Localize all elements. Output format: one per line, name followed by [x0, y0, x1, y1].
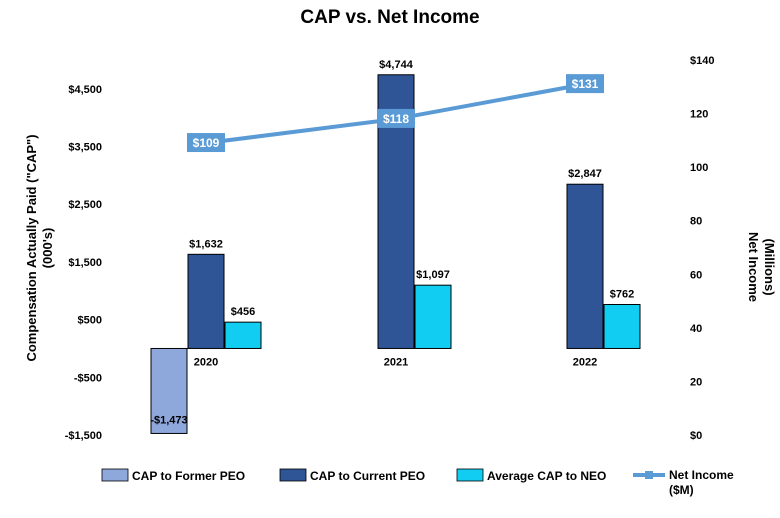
- left-axis-tick-label: -$1,500: [65, 430, 102, 442]
- legend-item-average-neo-swatch: [456, 468, 484, 482]
- net-income-marker: [566, 74, 604, 94]
- right-axis-tick-label: 40: [690, 323, 702, 335]
- right-axis-tick-label: 120: [690, 109, 708, 121]
- legend-item-current-peo-swatch: [279, 468, 307, 482]
- bar-data-label: $2,847: [568, 168, 602, 180]
- bar-cap-to-former-peo: [150, 347, 188, 434]
- left-axis-tick-label: $2,500: [68, 199, 102, 211]
- right-axis-tick-label: $140: [690, 55, 714, 67]
- net-income-data-label: $109: [193, 136, 220, 150]
- right-axis-tick-label: 100: [690, 162, 708, 174]
- legend-net-income-marker: [645, 471, 653, 479]
- left-axis-title-line2: (000's): [40, 228, 55, 269]
- right-axis-tick-label: $0: [690, 430, 702, 442]
- legend-item-former-peo-swatch: [101, 468, 129, 482]
- legend-net-income-label-line1: Net Income: [669, 468, 734, 482]
- net-income-marker: [187, 133, 225, 153]
- legend-item-current-peo: CAP to Current PEO: [310, 469, 425, 483]
- left-axis-tick-label: $3,500: [68, 142, 102, 154]
- bar-average-cap-to-neo: [603, 304, 641, 349]
- left-axis-tick-label: $500: [78, 315, 102, 327]
- bar-data-label: $762: [610, 289, 634, 301]
- net-income-data-label: $118: [383, 112, 409, 126]
- left-axis-tick-label: $4,500: [68, 84, 102, 96]
- bar-data-label: $1,632: [189, 238, 223, 250]
- legend-item-former-peo: CAP to Former PEO: [132, 469, 245, 483]
- left-axis-title-line1: Compensation Actually Paid ("CAP"): [24, 134, 39, 361]
- bar-data-label: $4,744: [379, 59, 414, 71]
- category-label: 2020: [194, 356, 218, 368]
- bar-data-label: $1,097: [416, 269, 450, 281]
- right-axis-tick-label: 20: [690, 376, 702, 388]
- bar-average-cap-to-neo: [414, 284, 452, 349]
- bar-data-label: $456: [231, 306, 255, 318]
- right-axis-tick-label: 60: [690, 269, 702, 281]
- right-axis-tick-label: 80: [690, 216, 702, 228]
- bar-cap-to-current-peo: [566, 183, 604, 349]
- legend-net-income-label-line2: ($M): [669, 483, 694, 497]
- right-axis-title-line2: (Millions): [762, 238, 777, 295]
- legend-item-average-neo: Average CAP to NEO: [487, 469, 606, 483]
- net-income-marker: [377, 108, 415, 128]
- bar-average-cap-to-neo: [224, 321, 262, 349]
- right-axis-title-line1: Net Income: [746, 232, 761, 302]
- chart-title: CAP vs. Net Income: [300, 7, 479, 28]
- category-label: 2021: [384, 356, 408, 368]
- left-axis-tick-label: $1,500: [68, 257, 102, 269]
- left-axis-tick-label: -$500: [74, 372, 102, 384]
- category-label: 2022: [573, 356, 597, 368]
- bar-cap-to-current-peo: [187, 253, 225, 349]
- net-income-data-label: $131: [572, 77, 599, 91]
- bar-data-label: -$1,473: [150, 414, 187, 426]
